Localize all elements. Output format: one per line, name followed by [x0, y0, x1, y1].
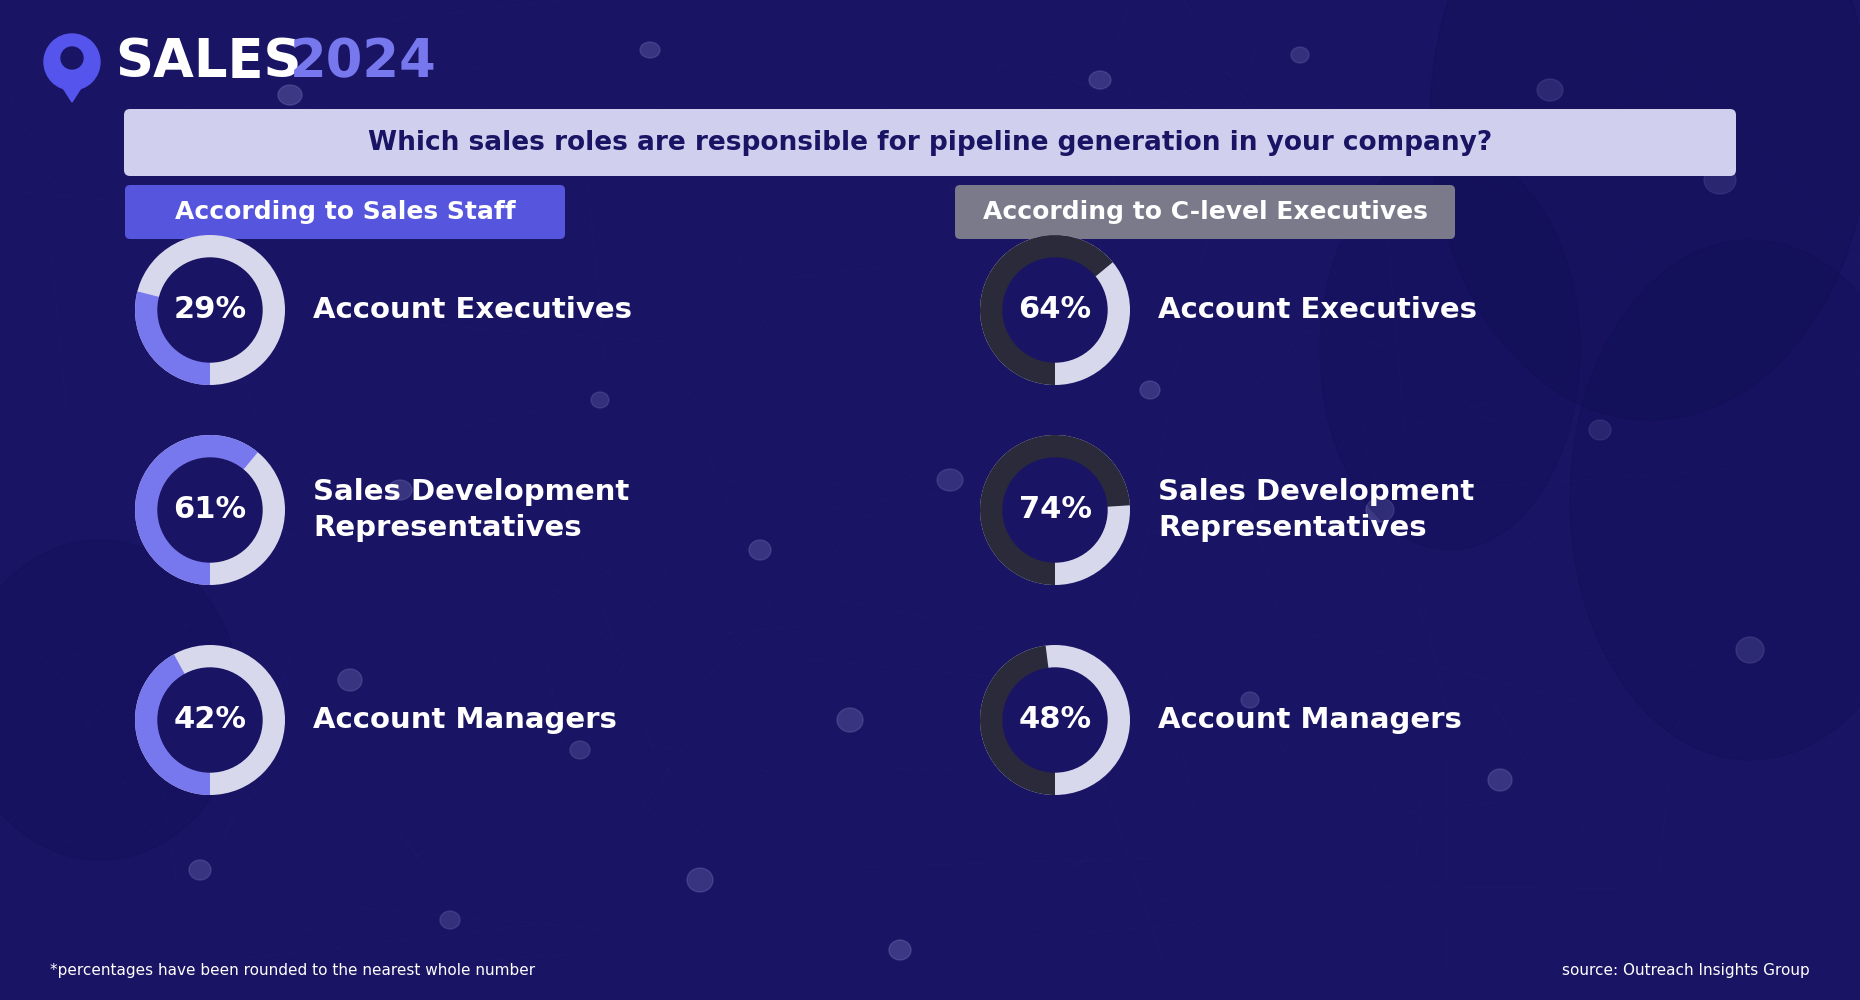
Wedge shape [980, 435, 1129, 585]
Text: Sales Development
Representatives: Sales Development Representatives [1159, 478, 1475, 542]
Ellipse shape [686, 868, 712, 892]
Ellipse shape [569, 741, 590, 759]
Ellipse shape [1140, 381, 1161, 399]
Text: Sales Development
Representatives: Sales Development Representatives [312, 478, 629, 542]
Circle shape [1003, 258, 1107, 362]
Wedge shape [136, 645, 285, 795]
Ellipse shape [339, 669, 363, 691]
Ellipse shape [1040, 750, 1060, 770]
Text: Account Managers: Account Managers [312, 706, 618, 734]
Wedge shape [136, 435, 259, 585]
Bar [58, 72, 86, 84]
Ellipse shape [277, 85, 301, 105]
Text: *percentages have been rounded to the nearest whole number: *percentages have been rounded to the ne… [50, 962, 536, 978]
Ellipse shape [0, 540, 240, 860]
Text: Which sales roles are responsible for pipeline generation in your company?: Which sales roles are responsible for pi… [368, 129, 1492, 155]
Circle shape [61, 47, 84, 69]
Circle shape [1003, 458, 1107, 562]
Ellipse shape [1365, 498, 1393, 522]
Text: SALES: SALES [115, 36, 301, 88]
Ellipse shape [1588, 420, 1611, 440]
Ellipse shape [1321, 150, 1579, 550]
Circle shape [1003, 668, 1107, 772]
Circle shape [158, 668, 262, 772]
Text: Account Executives: Account Executives [312, 296, 632, 324]
Ellipse shape [640, 42, 660, 58]
Ellipse shape [1704, 166, 1735, 194]
Ellipse shape [1430, 0, 1860, 420]
Circle shape [45, 34, 100, 90]
Wedge shape [136, 291, 210, 385]
Text: 48%: 48% [1019, 706, 1092, 734]
Ellipse shape [750, 540, 772, 560]
Text: 61%: 61% [173, 495, 247, 524]
FancyBboxPatch shape [125, 109, 1735, 176]
Ellipse shape [937, 469, 963, 491]
Text: Account Executives: Account Executives [1159, 296, 1477, 324]
Ellipse shape [805, 118, 833, 142]
Wedge shape [136, 654, 210, 795]
Text: Account Managers: Account Managers [1159, 706, 1462, 734]
Wedge shape [136, 235, 285, 385]
Wedge shape [980, 235, 1112, 385]
Text: 74%: 74% [1019, 495, 1092, 524]
Wedge shape [980, 646, 1055, 795]
Ellipse shape [389, 480, 413, 500]
Ellipse shape [591, 392, 608, 408]
Ellipse shape [1088, 71, 1110, 89]
Wedge shape [136, 435, 285, 585]
Ellipse shape [1570, 240, 1860, 760]
Text: 42%: 42% [173, 706, 247, 734]
Text: According to Sales Staff: According to Sales Staff [175, 200, 515, 224]
Ellipse shape [140, 301, 160, 319]
Wedge shape [980, 645, 1131, 795]
Text: 64%: 64% [1019, 296, 1092, 324]
Circle shape [158, 258, 262, 362]
Text: 29%: 29% [173, 296, 247, 324]
Circle shape [158, 458, 262, 562]
Ellipse shape [889, 940, 911, 960]
FancyBboxPatch shape [125, 185, 565, 239]
Ellipse shape [1536, 79, 1562, 101]
Ellipse shape [190, 860, 210, 880]
Wedge shape [980, 435, 1131, 585]
Polygon shape [58, 80, 86, 102]
Ellipse shape [1291, 47, 1309, 63]
Text: According to C-level Executives: According to C-level Executives [982, 200, 1427, 224]
Ellipse shape [837, 708, 863, 732]
Text: source: Outreach Insights Group: source: Outreach Insights Group [1562, 962, 1810, 978]
Ellipse shape [1241, 692, 1259, 708]
Wedge shape [980, 235, 1131, 385]
Ellipse shape [1488, 769, 1512, 791]
Text: 2024: 2024 [290, 36, 437, 88]
Ellipse shape [1735, 637, 1763, 663]
Ellipse shape [441, 911, 459, 929]
FancyBboxPatch shape [954, 185, 1455, 239]
